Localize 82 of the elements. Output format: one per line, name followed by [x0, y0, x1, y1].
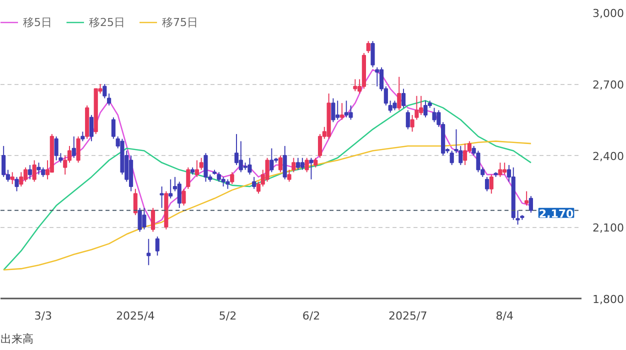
candlestick	[182, 188, 186, 206]
candlestick	[76, 136, 80, 164]
candlestick	[270, 148, 274, 173]
y-tick-label: 1,800	[592, 293, 624, 306]
candlestick	[186, 166, 190, 190]
candlestick	[72, 136, 76, 158]
candlestick	[102, 84, 107, 99]
candlestick	[265, 157, 270, 182]
candlestick	[14, 176, 19, 192]
candlestick	[476, 150, 480, 173]
legend-label: 移75日	[162, 14, 198, 30]
candlestick	[348, 104, 353, 120]
candlestick	[287, 169, 292, 182]
candlestick	[318, 134, 322, 158]
candlestick	[107, 93, 112, 106]
candlestick	[524, 190, 529, 206]
candlestick	[296, 157, 300, 170]
y-tick-label: 3,000	[592, 7, 624, 20]
line-series	[2, 100, 532, 271]
candlestick	[168, 178, 173, 199]
candlestick	[36, 162, 41, 176]
candlestick	[278, 155, 282, 173]
text: 出来高	[0, 332, 34, 346]
y-tick-label: 2,400	[592, 150, 624, 163]
candlestick	[32, 160, 36, 182]
candlestick	[282, 145, 287, 180]
legend-label: 移25日	[89, 14, 125, 30]
candlestick	[423, 100, 428, 118]
candlestick	[498, 162, 502, 178]
candlestick	[331, 98, 336, 123]
ref-line-label: 2,170	[538, 207, 574, 220]
candlestick	[401, 88, 406, 108]
candlestick	[392, 100, 397, 111]
candlestick	[133, 188, 138, 216]
x-tick-label: 8/4	[496, 310, 514, 322]
candlestick	[432, 107, 436, 123]
candlestick	[194, 160, 199, 178]
x-tick-label: 2025/4	[116, 310, 155, 322]
candlestick	[80, 131, 85, 142]
candlestick	[300, 157, 304, 170]
candlestick	[252, 176, 256, 190]
candlestick	[226, 178, 230, 190]
line-series	[2, 140, 532, 271]
candlestick	[10, 172, 14, 185]
y-tick-label: 2,100	[592, 222, 624, 234]
legend-label: 移5日	[23, 14, 52, 30]
candlestick	[248, 157, 252, 176]
y-tick-label: 2,700	[592, 78, 624, 92]
candlestick	[230, 172, 234, 185]
candlestick	[484, 176, 490, 192]
candlestick	[111, 116, 116, 140]
candlestick	[353, 78, 358, 92]
candlestick	[528, 196, 533, 214]
candlestick	[314, 157, 318, 168]
candlestick	[19, 172, 24, 187]
candlestick	[2, 145, 6, 178]
candlestick	[463, 143, 468, 166]
candlestick	[150, 207, 156, 232]
x-tick-label: 6/2	[302, 310, 320, 322]
candlestick	[199, 157, 204, 170]
candlestick	[28, 164, 32, 180]
candlestick	[204, 152, 208, 182]
candlestick	[54, 136, 58, 161]
candlestick	[304, 157, 309, 173]
candlestick	[177, 181, 182, 208]
candlestick	[155, 236, 160, 256]
candlestick	[309, 157, 314, 180]
x-tick-label: 5/2	[218, 310, 237, 322]
candlestick	[370, 40, 375, 68]
candlestick	[146, 238, 151, 266]
candlestick	[375, 66, 380, 87]
candlestick	[292, 157, 296, 173]
candlestick	[397, 76, 402, 111]
x-tick-label: 3/3	[34, 310, 52, 322]
candlestick	[406, 110, 410, 130]
candlestick	[142, 207, 146, 230]
candlestick	[489, 174, 494, 194]
candlestick	[340, 102, 344, 120]
candlestick	[160, 186, 164, 208]
x-tick-label: 2025/7	[388, 310, 428, 322]
candlestick	[89, 114, 94, 142]
candlestick	[366, 40, 370, 54]
